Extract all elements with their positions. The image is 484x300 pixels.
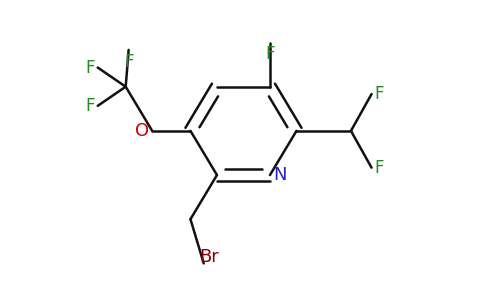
Text: F: F [85,58,95,76]
Text: F: F [375,159,384,177]
Text: F: F [85,97,95,115]
Text: O: O [135,122,149,140]
Text: Br: Br [200,248,219,266]
Text: F: F [124,53,134,71]
Text: F: F [375,85,384,103]
Text: N: N [273,166,287,184]
Text: F: F [265,46,275,64]
